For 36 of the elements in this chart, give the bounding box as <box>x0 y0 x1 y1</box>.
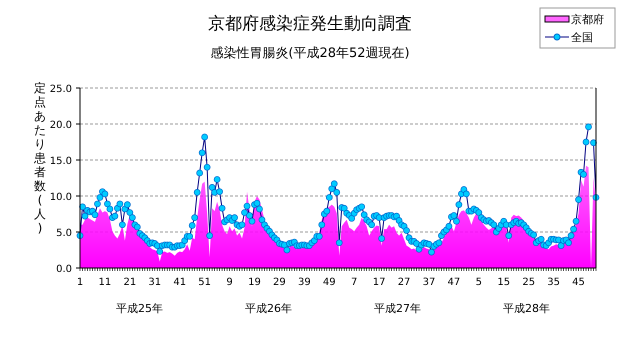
x-tick-label: 5 <box>476 277 482 288</box>
text: 平成28年 <box>503 302 550 315</box>
ylabel: 定点あたり患者数(人) <box>34 81 46 235</box>
x-tick-label: 19 <box>248 277 261 288</box>
y-tick-label: 20.0 <box>50 120 72 131</box>
x-tick-label: 51 <box>198 277 212 288</box>
legend-label: 京都府 <box>571 13 604 26</box>
x-tick-label: 29 <box>273 277 286 288</box>
legend-label: 全国 <box>571 31 593 44</box>
text: 平成25年 <box>116 302 163 315</box>
x-tick-label: 11 <box>98 277 112 288</box>
x-tick-label: 17 <box>372 277 386 288</box>
x-tick-label: 1 <box>76 277 84 288</box>
x-tick-label: 41 <box>173 277 186 288</box>
y-tick-label: 15.0 <box>50 156 72 167</box>
x-tick-label: 31 <box>148 277 162 288</box>
y-tick-label: 25.0 <box>50 84 72 95</box>
x-tick-label: 45 <box>572 277 585 288</box>
text: 平成26年 <box>245 302 292 315</box>
subtitle: 感染性胃腸炎(平成28年52週現在) <box>210 46 410 61</box>
x-tick-label: 15 <box>497 277 510 288</box>
y-tick-label: 0.0 <box>56 264 72 275</box>
x-tick-label: 25 <box>522 277 536 288</box>
text: 平成27年 <box>374 302 421 315</box>
x-tick-label: 7 <box>351 277 358 288</box>
x-tick-label: 49 <box>322 277 336 288</box>
x-tick-label: 39 <box>298 277 311 288</box>
y-tick-label: 5.0 <box>56 228 72 239</box>
x-tick-label: 21 <box>123 277 136 288</box>
x-tick-label: 35 <box>547 277 560 288</box>
title: 京都府感染症発生動向調査 <box>208 14 412 34</box>
x-tick-label: 27 <box>398 277 410 288</box>
x-tick-label: 37 <box>422 277 436 288</box>
x-tick-label: 9 <box>226 277 233 288</box>
x-tick-label: 47 <box>448 277 460 288</box>
y-tick-label: 10.0 <box>50 192 72 203</box>
